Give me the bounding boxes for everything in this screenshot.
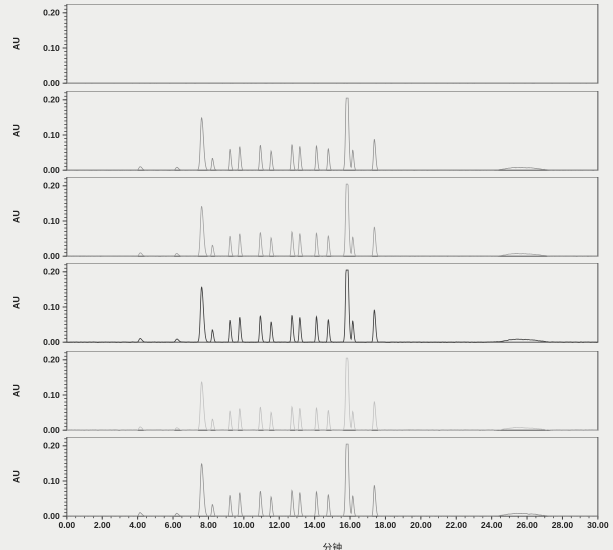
- svg-text:24.00: 24.00: [481, 520, 503, 530]
- svg-text:22.00: 22.00: [446, 520, 468, 530]
- svg-text:0.10: 0.10: [43, 216, 60, 226]
- svg-text:0.10: 0.10: [43, 302, 60, 312]
- svg-text:0.20: 0.20: [43, 95, 60, 105]
- svg-text:AU: AU: [12, 470, 22, 483]
- svg-text:26.00: 26.00: [516, 520, 538, 530]
- svg-text:4.00: 4.00: [129, 520, 146, 530]
- svg-text:0.00: 0.00: [43, 337, 60, 347]
- svg-text:AU: AU: [12, 296, 22, 309]
- svg-text:14.00: 14.00: [304, 520, 326, 530]
- svg-text:0.00: 0.00: [43, 78, 60, 88]
- svg-text:0.00: 0.00: [43, 251, 60, 261]
- svg-text:0.10: 0.10: [43, 476, 60, 486]
- svg-text:0.00: 0.00: [43, 165, 60, 175]
- svg-text:18.00: 18.00: [375, 520, 397, 530]
- svg-text:12.00: 12.00: [269, 520, 291, 530]
- svg-text:28.00: 28.00: [552, 520, 574, 530]
- svg-text:6.00: 6.00: [165, 520, 182, 530]
- svg-text:0.10: 0.10: [43, 43, 60, 53]
- svg-text:AU: AU: [12, 124, 22, 137]
- svg-text:AU: AU: [12, 210, 22, 223]
- svg-text:0.20: 0.20: [43, 267, 60, 277]
- svg-text:0.00: 0.00: [43, 424, 60, 434]
- svg-text:AU: AU: [12, 37, 22, 50]
- svg-text:8.00: 8.00: [200, 520, 217, 530]
- svg-text:0.10: 0.10: [43, 389, 60, 399]
- svg-text:0.20: 0.20: [43, 8, 60, 18]
- svg-text:10.00: 10.00: [233, 520, 255, 530]
- svg-text:0.20: 0.20: [43, 181, 60, 191]
- svg-text:20.00: 20.00: [410, 520, 432, 530]
- svg-text:0.00: 0.00: [58, 520, 75, 530]
- svg-text:0.20: 0.20: [43, 354, 60, 364]
- svg-text:16.00: 16.00: [339, 520, 361, 530]
- svg-text:30.00: 30.00: [587, 520, 609, 530]
- svg-text:0.20: 0.20: [43, 441, 60, 451]
- svg-text:2.00: 2.00: [94, 520, 111, 530]
- svg-text:0.10: 0.10: [43, 130, 60, 140]
- svg-text:AU: AU: [12, 384, 22, 397]
